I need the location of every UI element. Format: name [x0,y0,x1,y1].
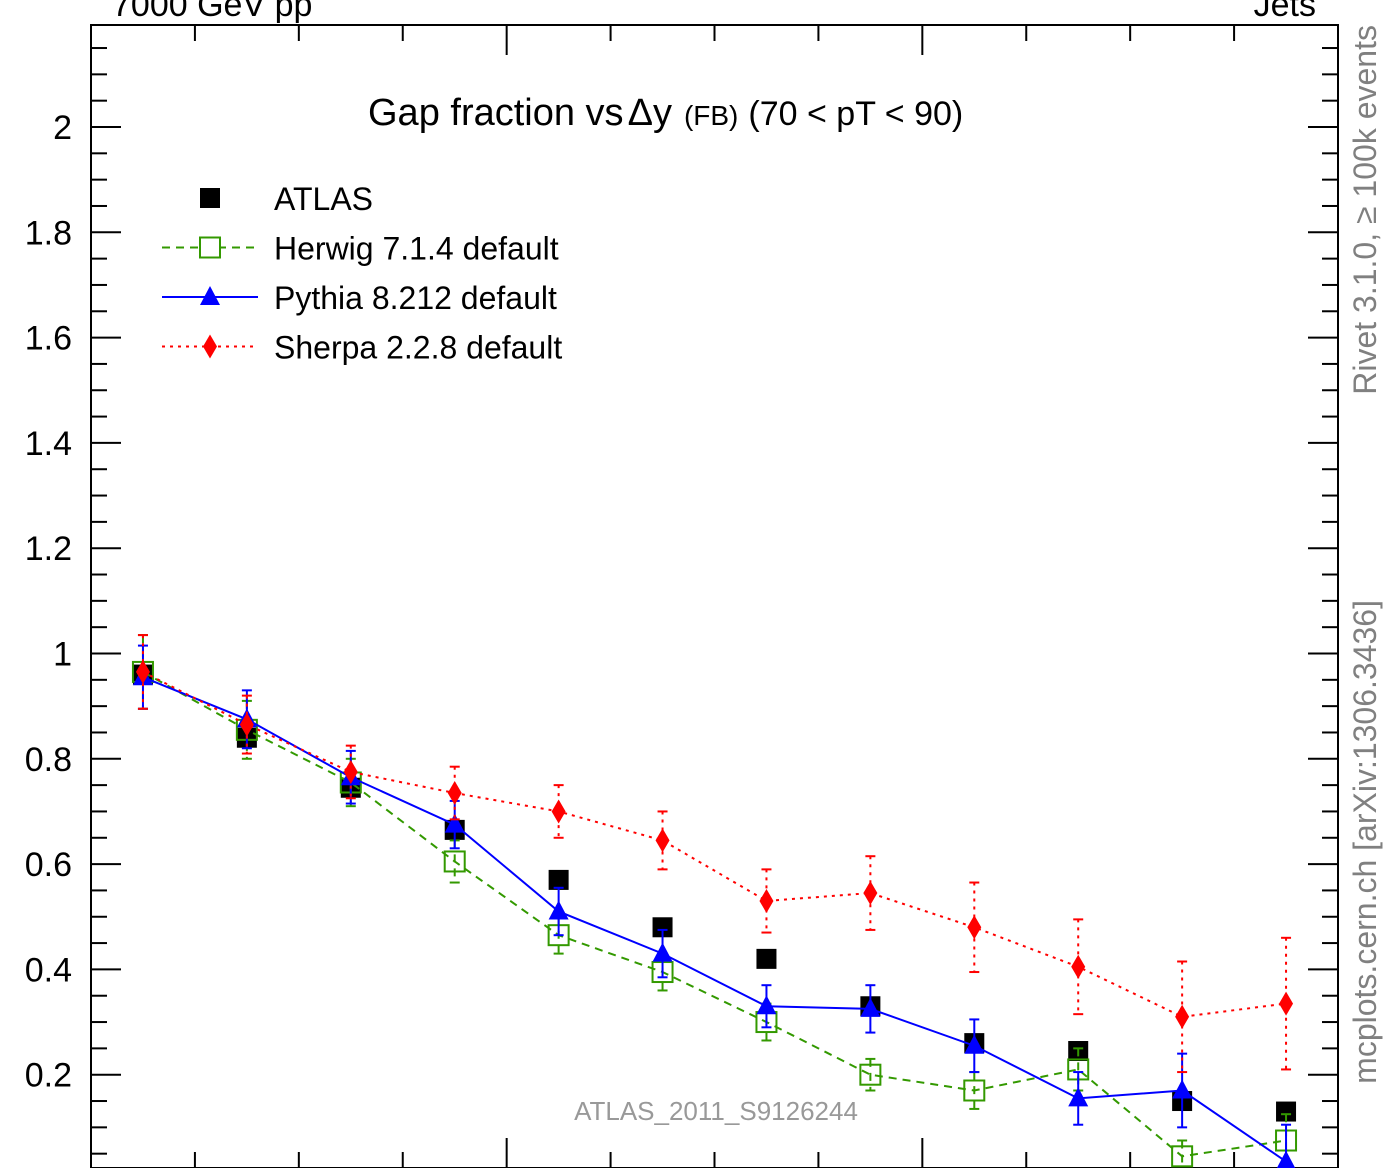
y-tick-label: 0.2 [25,1057,72,1095]
legend-marker [203,334,217,359]
series-sherpa [135,634,1294,1074]
header-right-label: Jets [1254,0,1316,24]
y-tick-label: 0.8 [25,741,72,779]
series-atlas [132,664,1297,1122]
herwig-line [142,671,1287,1158]
pythia-point [1068,1087,1089,1107]
chart-title-fb: (FB) [684,100,738,131]
y-tick-label: 0.6 [25,846,72,884]
rivet-label: Rivet 3.1.0, ≥ 100k events [1347,25,1383,395]
legend-label: Pythia 8.212 default [274,280,557,316]
atlas-point [1276,1101,1297,1122]
y-tick-label: 0 [53,1162,72,1168]
legend-marker [200,188,220,208]
herwig-point [963,1079,986,1102]
sherpa-point [967,915,982,940]
sherpa-point [863,881,878,906]
legend-entry-pythia: Pythia 8.212 default [162,280,557,316]
pythia-point [756,995,777,1015]
herwig-point [443,850,466,873]
series-herwig [131,634,1298,1173]
pythia-point [652,942,673,962]
pythia-point [444,813,465,833]
sherpa-point [1071,954,1086,979]
pythia-line [142,676,1287,1163]
atlas-point [548,869,569,890]
y-tick-label: 1.2 [25,530,72,568]
header-left-label: 7000 GeV pp [112,0,312,24]
y-tick-label: 1.6 [25,320,72,358]
analysis-watermark: ATLAS_2011_S9126244 [574,1096,858,1126]
x-axis [90,25,1339,1168]
atlas-point [652,917,673,938]
legend-marker [200,286,220,305]
legend: ATLAS Herwig 7.1.4 default Pythia 8.212 de… [162,181,562,366]
legend-label: Herwig 7.1.4 default [274,231,559,267]
sherpa-point [135,659,150,684]
sherpa-point [1279,991,1294,1016]
pythia-point [548,900,569,920]
herwig-point [859,1063,882,1086]
legend-entry-herwig: Herwig 7.1.4 default [162,231,559,267]
sherpa-point [759,888,774,913]
legend-marker [199,236,221,259]
pythia-point [860,997,881,1017]
y-axis: 0 0.2 0.4 0.6 0.8 1 1.2 1.4 1.6 1.8 2 [25,47,1338,1173]
sherpa-point [551,799,566,824]
legend-entry-atlas: ATLAS [200,181,373,217]
y-tick-label: 0.4 [25,951,72,989]
legend-marker-bg [200,237,220,258]
mcplots-label: mcplots.cern.ch [arXiv:1306.3436] [1347,600,1383,1084]
pythia-point [1276,1150,1297,1170]
chart-title: Gap fraction vs Δy (FB) (70 < pT < 90) [368,92,963,134]
sherpa-point [343,759,358,784]
sherpa-line [142,671,1287,1018]
series-pythia [132,644,1297,1173]
chart-title-main: Gap fraction vs [368,92,624,134]
series-layer [131,634,1298,1173]
legend-entry-sherpa: Sherpa 2.2.8 default [162,330,562,366]
sherpa-point [655,828,670,853]
y-tick-label: 1 [53,636,72,674]
y-tick-label: 2 [53,109,72,147]
sherpa-point [239,712,254,737]
atlas-point [756,948,777,969]
legend-label: Sherpa 2.2.8 default [274,330,562,366]
pythia-point [964,1034,985,1054]
chart-title-range: (70 < pT < 90) [748,95,963,133]
herwig-point [1171,1145,1194,1168]
pythia-point [1172,1079,1193,1099]
y-tick-label: 1.8 [25,214,72,252]
legend-label: ATLAS [274,181,373,217]
sherpa-point [447,781,462,806]
chart-title-delta-y: Δy [628,92,672,134]
sherpa-point [1175,1004,1190,1029]
y-tick-label: 1.4 [25,425,72,463]
